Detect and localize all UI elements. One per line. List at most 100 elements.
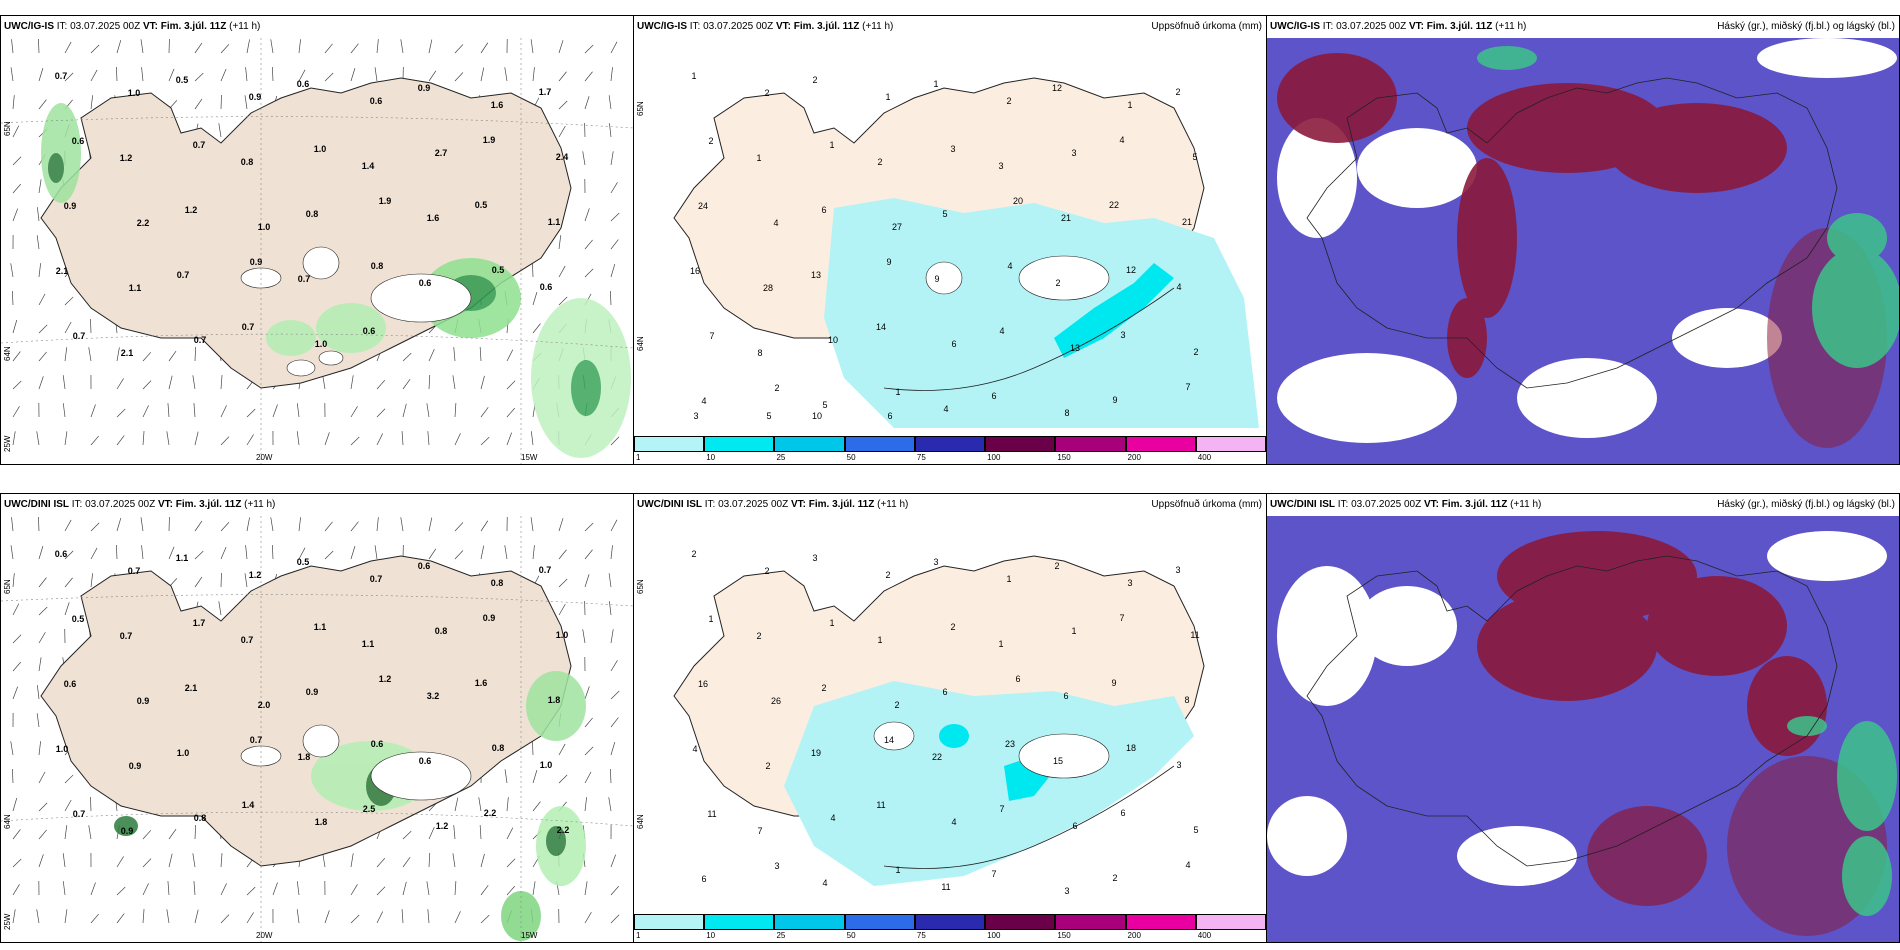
init-time-label: IT: <box>1337 499 1349 510</box>
value-label: 0.6 <box>296 79 310 89</box>
value-label: 0.6 <box>369 96 383 106</box>
panel-variable-title: Háský (gr.), miðský (fj.bl.) og lágský (… <box>1717 21 1895 32</box>
value-label: 6 <box>1015 674 1021 684</box>
init-time: 03.07.2025 00Z <box>703 21 774 32</box>
value-label: 20 <box>1012 196 1024 206</box>
value-label: 4 <box>951 817 957 827</box>
precip-colorbar: 1 10 25 50 75 100 150 200 400 <box>634 434 1266 464</box>
colorbar-swatch <box>704 436 775 452</box>
value-label: 6 <box>991 391 997 401</box>
value-label: 0.7 <box>240 635 254 645</box>
value-label: 18 <box>1125 743 1137 753</box>
value-label: 0.5 <box>474 200 488 210</box>
lead-time: (+11 h) <box>244 499 276 510</box>
value-label: 0.7 <box>119 631 133 641</box>
value-label: 0.8 <box>240 157 254 167</box>
value-label: 1.0 <box>176 748 190 758</box>
value-label: 3 <box>998 161 1004 171</box>
colorbar-swatch <box>1055 914 1126 930</box>
value-label: 6 <box>1120 808 1126 818</box>
colorbar-tick: 400 <box>1197 453 1212 462</box>
colorbar-tick: 200 <box>1127 453 1141 462</box>
value-label: 0.6 <box>71 136 85 146</box>
value-label: 0.7 <box>72 809 86 819</box>
mid-cloud-areas <box>1477 531 1887 936</box>
value-label: 0.8 <box>491 743 505 753</box>
lead-time: (+11 h) <box>1510 499 1542 510</box>
value-label: 2.5 <box>362 804 376 814</box>
value-label: 3 <box>1175 565 1181 575</box>
value-label: 1.6 <box>490 100 504 110</box>
value-label: 1.1 <box>128 283 142 293</box>
value-label: 1.1 <box>547 217 561 227</box>
value-label: 2.2 <box>136 218 150 228</box>
high-cloud-areas <box>1787 716 1897 916</box>
value-label: 6 <box>1063 691 1069 701</box>
value-label: 5 <box>822 400 828 410</box>
valid-time: VT: Fim. 3.júl. 11Z <box>1423 499 1508 510</box>
panel-dini-accum-precip: UWC/DINI ISL IT: 03.07.2025 00Z VT: Fim.… <box>633 493 1267 943</box>
panel-dini-clouds: UWC/DINI ISL IT: 03.07.2025 00Z VT: Fim.… <box>1266 493 1900 943</box>
panel-header: UWC/IG-IS IT: 03.07.2025 00Z VT: Fim. 3.… <box>1267 16 1899 38</box>
colorbar-swatch <box>1195 914 1266 930</box>
value-label: 19 <box>810 748 822 758</box>
value-label: 14 <box>883 735 895 745</box>
panel-ig-wind-precip: UWC/IG-IS IT: 03.07.2025 00Z VT: Fim. 3.… <box>0 15 634 465</box>
colorbar-swatch <box>1125 436 1196 452</box>
init-time-label: IT: <box>71 499 83 510</box>
value-label: 4 <box>1176 282 1182 292</box>
value-label: 2 <box>1054 561 1060 571</box>
value-label: 2.2 <box>483 808 497 818</box>
value-label: 9 <box>1112 395 1118 405</box>
value-label: 15 <box>1052 756 1064 766</box>
value-label: 4 <box>773 218 779 228</box>
value-label: 1 <box>708 614 714 624</box>
value-label: 6 <box>1072 821 1078 831</box>
colorbar-swatch <box>774 436 845 452</box>
accum-precip-map <box>673 555 1205 886</box>
value-label: 3 <box>693 411 699 421</box>
model-name: UWC/IG-IS <box>1270 21 1320 32</box>
value-label: 4 <box>692 744 698 754</box>
value-label: 7 <box>991 869 997 879</box>
colorbar-tick: 50 <box>846 453 856 462</box>
init-time: 03.07.2025 00Z <box>1351 499 1422 510</box>
value-label: 9 <box>1111 678 1117 688</box>
value-label: 2.2 <box>556 825 570 835</box>
value-label: 6 <box>887 411 893 421</box>
value-label: 11 <box>707 809 717 819</box>
lead-time: (+11 h) <box>229 21 261 32</box>
value-label: 5 <box>1192 152 1198 162</box>
wind-precip-map <box>1 38 633 464</box>
value-label: 1 <box>1071 626 1077 636</box>
value-label: 0.8 <box>434 626 448 636</box>
colorbar-tick: 100 <box>987 453 1001 462</box>
value-label: 5 <box>766 411 772 421</box>
value-label: 4 <box>822 878 828 888</box>
value-label: 1.8 <box>297 752 311 762</box>
value-label: 4 <box>999 326 1005 336</box>
value-label: 2.1 <box>55 266 69 276</box>
value-label: 2.1 <box>120 348 134 358</box>
colorbar-tick: 50 <box>846 931 856 940</box>
value-label: 7 <box>757 826 763 836</box>
value-label: 2 <box>765 761 771 771</box>
value-label: 16 <box>689 266 701 276</box>
lon-label-25w: 25W <box>3 435 12 452</box>
value-label: 7 <box>709 331 715 341</box>
value-label: 1.0 <box>127 88 141 98</box>
lon-label-20w: 20W <box>256 931 273 940</box>
value-label: 0.7 <box>192 140 206 150</box>
precip-area-light <box>784 681 1194 886</box>
panel-variable-title: Uppsöfnuð úrkoma (mm) <box>1151 21 1262 32</box>
value-label: 8 <box>757 348 763 358</box>
value-label: 13 <box>810 270 822 280</box>
value-label: 1 <box>829 618 835 628</box>
value-label: 1.4 <box>241 800 255 810</box>
value-label: 21 <box>1181 217 1193 227</box>
value-label: 3 <box>774 861 780 871</box>
value-label: 6 <box>821 205 827 215</box>
value-label: 5 <box>1193 825 1199 835</box>
panel-header: UWC/IG-IS IT: 03.07.2025 00Z VT: Fim. 3.… <box>634 16 1266 38</box>
init-time-label: IT: <box>56 21 68 32</box>
